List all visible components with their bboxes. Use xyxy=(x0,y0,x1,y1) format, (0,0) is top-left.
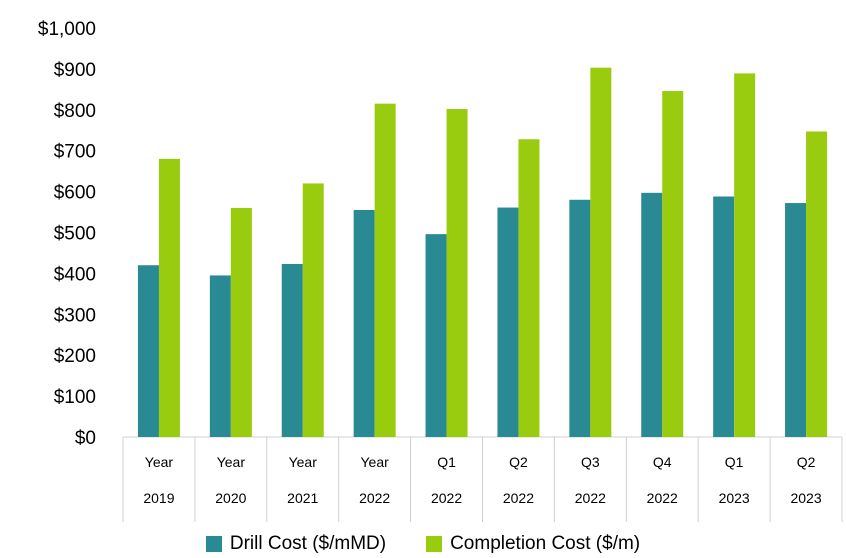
legend-label-completion-cost: Completion Cost ($/m) xyxy=(450,533,641,554)
bar-completion-cost xyxy=(374,103,396,437)
x-tick-label-bottom: 2021 xyxy=(287,490,318,506)
bar-drill-cost xyxy=(137,265,159,437)
bar-completion-cost xyxy=(446,108,468,438)
x-tick-label-bottom: 2023 xyxy=(719,490,750,506)
y-axis: $0 $100 $200 $300 $400 $500 $600 $700 $800 $900 $1… xyxy=(38,19,96,449)
bar-completion-cost xyxy=(806,131,828,438)
x-tick-label-top: Year xyxy=(289,454,318,470)
legend-swatch-drill-cost xyxy=(205,536,222,552)
legend: Drill Cost ($/mMD) Completion Cost ($/m) xyxy=(0,530,846,558)
legend-label-drill-cost: Drill Cost ($/mMD) xyxy=(229,533,387,554)
x-tick-label-top: Year xyxy=(145,454,174,470)
bar-drill-cost xyxy=(713,196,735,437)
x-axis: Year 2019 Year 2020 Year 2021 Year 2022 Q1 2022 Q2… xyxy=(122,436,843,522)
y-tick-label: $900 xyxy=(54,60,96,81)
y-tick-label: $300 xyxy=(54,305,96,326)
y-tick-label: $1,000 xyxy=(38,19,96,40)
x-tick-label-top: Year xyxy=(217,454,246,470)
bar-completion-cost xyxy=(662,90,684,438)
bar-completion-cost xyxy=(590,67,612,437)
bar-drill-cost xyxy=(497,207,519,437)
x-tick-label-top: Year xyxy=(361,454,390,470)
x-tick-label-bottom: 2022 xyxy=(359,490,390,506)
y-tick-label: $600 xyxy=(54,183,96,204)
bar-completion-cost xyxy=(158,158,180,437)
x-tick-label-bottom: 2020 xyxy=(215,490,246,506)
x-tick-label-top: Q1 xyxy=(437,454,456,470)
bar-completion-cost xyxy=(734,73,756,438)
y-tick-label: $0 xyxy=(75,428,96,449)
y-tick-label: $100 xyxy=(54,387,96,408)
bar-drill-cost xyxy=(569,199,591,437)
bar-drill-cost xyxy=(425,234,447,437)
x-tick-label-bottom: 2022 xyxy=(575,490,606,506)
bars xyxy=(137,67,828,438)
bar-drill-cost xyxy=(209,275,231,437)
bar-drill-cost xyxy=(353,210,375,437)
x-tick-label-top: Q3 xyxy=(581,454,600,470)
legend-item-drill-cost: Drill Cost ($/mMD) xyxy=(205,533,387,555)
y-tick-label: $700 xyxy=(54,142,96,163)
bar-drill-cost xyxy=(281,263,303,437)
bar-completion-cost xyxy=(518,139,540,438)
bar-completion-cost xyxy=(230,207,252,437)
x-tick-label-bottom: 2022 xyxy=(503,490,534,506)
bar-completion-cost xyxy=(302,183,324,437)
bar-drill-cost xyxy=(641,192,663,437)
bar-drill-cost xyxy=(785,203,807,437)
x-tick-label-bottom: 2019 xyxy=(143,490,174,506)
bar-chart: $0 $100 $200 $300 $400 $500 $600 $700 $800 $900 $1… xyxy=(38,19,843,522)
x-tick-label-bottom: 2023 xyxy=(790,490,821,506)
y-tick-label: $200 xyxy=(54,346,96,367)
legend-item-completion-cost: Completion Cost ($/m) xyxy=(426,533,640,555)
legend-swatch-completion-cost xyxy=(426,536,443,552)
x-tick-label-top: Q2 xyxy=(797,454,816,470)
y-tick-label: $800 xyxy=(54,101,96,122)
x-tick-label-top: Q1 xyxy=(725,454,744,470)
y-tick-label: $400 xyxy=(54,264,96,285)
y-tick-label: $500 xyxy=(54,224,96,245)
x-tick-label-bottom: 2022 xyxy=(647,490,678,506)
x-tick-label-bottom: 2022 xyxy=(431,490,462,506)
x-tick-label-top: Q4 xyxy=(653,454,672,470)
x-tick-label-top: Q2 xyxy=(509,454,528,470)
